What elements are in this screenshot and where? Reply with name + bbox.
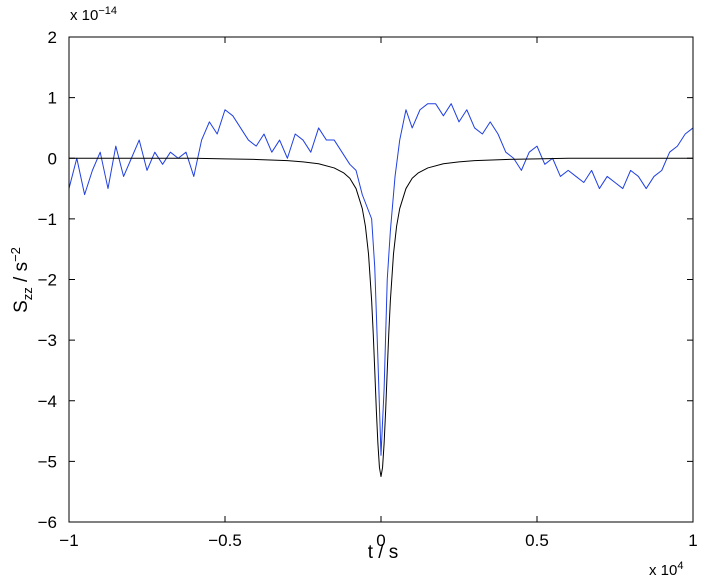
y-axis-title-sub: zz (20, 287, 35, 300)
x-axis-title: t / s (368, 542, 399, 563)
y-tick-label: −5 (38, 452, 57, 471)
x-tick-label: 0 (376, 531, 385, 550)
y-tick-label: −2 (38, 271, 57, 290)
y-axis-title: Szz / s−2 (8, 247, 35, 313)
y-tick-label: −4 (38, 392, 57, 411)
series-1-line (69, 157, 693, 478)
y-axis-title-base: S (11, 300, 32, 313)
series-layer (68, 103, 694, 478)
y-tick-label: −1 (38, 210, 57, 229)
y-axis-title-unit: / s (11, 262, 32, 287)
x-multiplier-base: x 10 (649, 562, 677, 578)
y-multiplier-base: x 10 (70, 7, 98, 24)
y-multiplier: x 10−14 (70, 5, 117, 24)
y-multiplier-exp: −14 (98, 5, 117, 17)
x-tick-label: 0.5 (525, 531, 549, 550)
y-tick-label: −6 (38, 513, 57, 532)
y-axis-title-sup: −2 (8, 247, 23, 262)
y-tick-label: 0 (48, 149, 57, 168)
x-tick-label: −0.5 (208, 531, 242, 550)
x-tick-label: 1 (688, 531, 697, 550)
y-tick-label: −3 (38, 331, 57, 350)
x-multiplier-exp: 4 (677, 560, 683, 572)
x-multiplier: x 104 (649, 560, 683, 578)
y-tick-label: 1 (48, 89, 57, 108)
tick-layer: −1 −0.5 0 0.5 1 −6 −5 −4 −3 −2 −1 0 1 2 (38, 28, 698, 550)
series-0-line (68, 103, 694, 456)
y-tick-label: 2 (48, 28, 57, 47)
x-tick-label: −1 (59, 531, 78, 550)
